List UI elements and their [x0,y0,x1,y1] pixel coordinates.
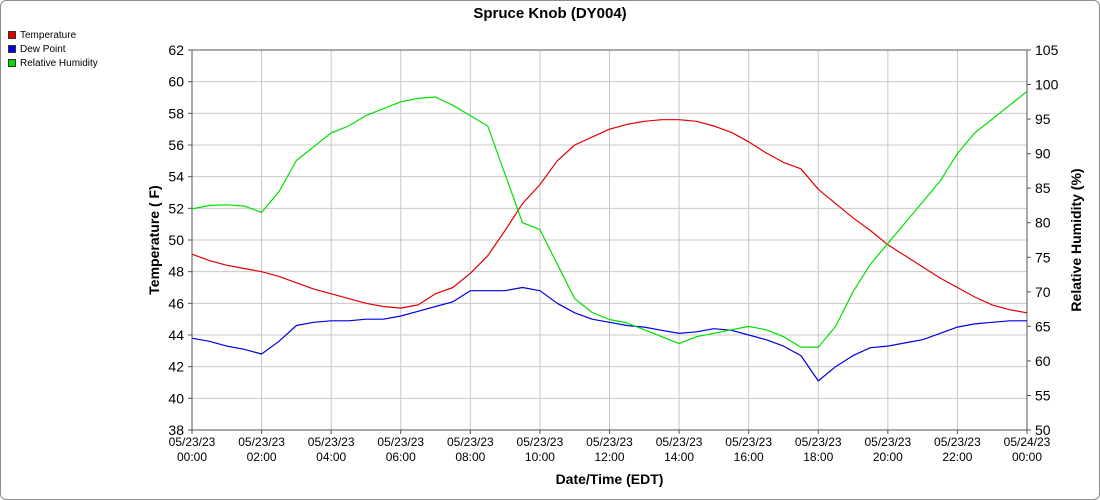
x-tick-time: 10:00 [525,450,555,464]
x-tick-time: 22:00 [942,450,972,464]
y2-tick-label: 75 [1035,249,1051,265]
y2-tick-label: 50 [1035,422,1051,438]
y2-tick-label: 85 [1035,180,1051,196]
x-tick-date: 05/23/23 [934,435,981,449]
x-tick-time: 08:00 [455,450,485,464]
y-tick-label: 52 [168,200,184,216]
relative-humidity-swatch [8,59,16,67]
y2-tick-label: 55 [1035,387,1051,403]
series-line-temperature [191,119,1028,314]
x-tick-date: 05/23/23 [169,435,216,449]
y-axis-label: Temperature ( F) [146,185,162,294]
x-tick-time: 18:00 [803,450,833,464]
y-tick-label: 46 [168,295,184,311]
y2-tick-label: 60 [1035,353,1051,369]
y2-tick-label: 105 [1035,42,1059,58]
y-tick-label: 54 [168,169,184,185]
x-tick-date: 05/23/23 [377,435,424,449]
x-tick-time: 14:00 [664,450,694,464]
y2-tick-label: 70 [1035,284,1051,300]
x-tick-date: 05/23/23 [308,435,355,449]
series-line-dew-point [191,286,1027,382]
x-tick-date: 05/23/23 [725,435,772,449]
y-tick-label: 38 [168,422,184,438]
y2-tick-label: 100 [1035,77,1059,93]
x-tick-time: 04:00 [316,450,346,464]
x-tick-time: 16:00 [734,450,764,464]
x-axis-label: Date/Time (EDT) [556,471,664,487]
x-tick-date: 05/23/23 [447,435,494,449]
y2-tick-label: 95 [1035,111,1051,127]
x-tick-date: 05/23/23 [656,435,703,449]
y-tick-label: 42 [168,359,184,375]
y-tick-label: 62 [168,42,184,58]
legend-item-temperature: Temperature [8,28,98,42]
y-tick-label: 56 [168,137,184,153]
temperature-swatch [8,31,16,39]
x-tick-date: 05/23/23 [795,435,842,449]
series-line-relative-humidity [191,91,1028,348]
y2-tick-label: 65 [1035,318,1051,334]
x-tick-date: 05/24/23 [1004,435,1051,449]
x-tick-date: 05/23/23 [586,435,633,449]
x-tick-time: 06:00 [386,450,416,464]
x-tick-time: 02:00 [247,450,277,464]
y-tick-label: 60 [168,74,184,90]
x-tick-time: 00:00 [177,450,207,464]
legend-label-dew-point: Dew Point [20,43,66,55]
x-tick-time: 12:00 [594,450,624,464]
legend-label-relative-humidity: Relative Humidity [20,57,98,69]
x-tick-date: 05/23/23 [238,435,285,449]
x-tick-time: 00:00 [1012,450,1042,464]
y-tick-label: 48 [168,264,184,280]
y-tick-label: 44 [168,327,184,343]
y2-tick-label: 90 [1035,146,1051,162]
legend-label-temperature: Temperature [20,29,77,41]
y-tick-label: 58 [168,105,184,121]
x-tick-date: 05/23/23 [517,435,564,449]
y-tick-label: 50 [168,232,184,248]
x-tick-time: 20:00 [873,450,903,464]
x-tick-date: 05/23/23 [864,435,911,449]
plot-border [191,49,1028,431]
legend: Temperature Dew Point Relative Humidity [8,28,98,70]
chart-title: Spruce Knob (DY004) [473,5,627,22]
legend-item-dew-point: Dew Point [8,42,98,56]
y2-tick-label: 80 [1035,215,1051,231]
y-tick-label: 40 [168,390,184,406]
legend-item-relative-humidity: Relative Humidity [8,56,98,70]
dew-point-swatch [8,45,16,53]
y2-axis-label: Relative Humidity (%) [1068,168,1084,311]
